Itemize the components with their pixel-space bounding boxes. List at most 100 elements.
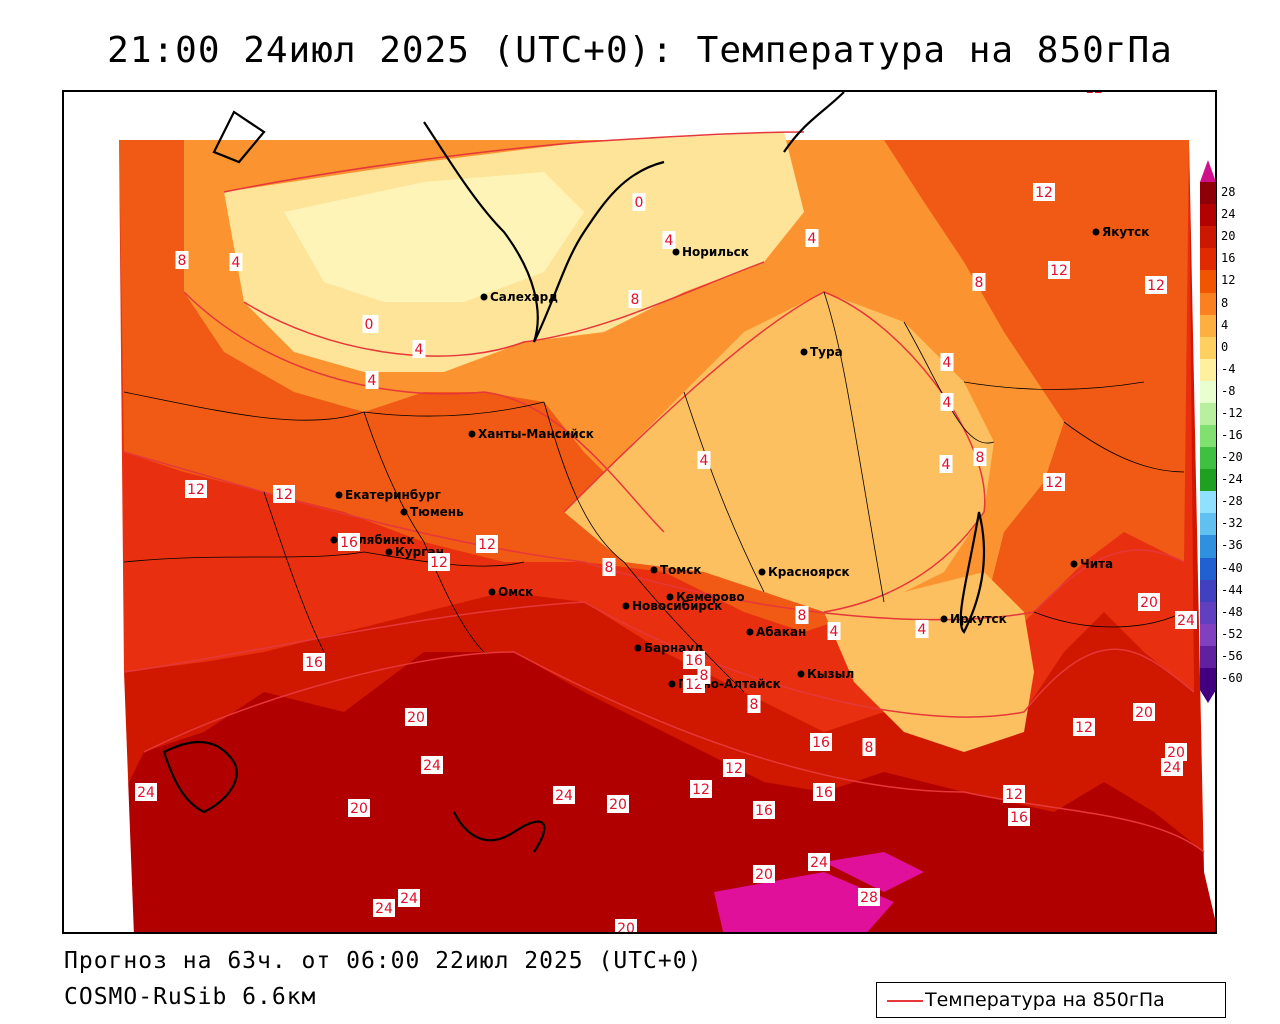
city-label: Норильск bbox=[682, 245, 749, 259]
isotherm-label-box bbox=[273, 485, 295, 503]
isotherm-label-box bbox=[972, 273, 986, 291]
isotherm-label-box bbox=[808, 853, 830, 871]
city-label: Чита bbox=[1080, 557, 1113, 571]
isotherm-label: 12 bbox=[478, 537, 496, 553]
coastlines bbox=[162, 92, 986, 853]
isotherm-label-box bbox=[858, 888, 880, 906]
isotherm-label-box bbox=[632, 193, 646, 211]
legend-line-swatch bbox=[887, 1000, 923, 1002]
city-marker bbox=[800, 348, 808, 356]
map-title: 21:00 24июл 2025 (UTC+0): Температура на… bbox=[107, 30, 1173, 71]
colorbar-segment bbox=[1200, 248, 1216, 271]
isotherm-label: 8 bbox=[178, 253, 187, 269]
isotherm-label-box bbox=[398, 889, 420, 907]
isotherm-label-box bbox=[1175, 611, 1197, 629]
isotherm-label-box bbox=[939, 455, 953, 473]
colorbar-segment bbox=[1200, 645, 1216, 669]
isotherm-label: 24 bbox=[423, 758, 441, 774]
isotherm-label: 8 bbox=[700, 668, 709, 684]
colorbar-tick-label: -36 bbox=[1221, 538, 1243, 553]
isotherm-label: 28 bbox=[860, 890, 878, 906]
city-label: Салехард bbox=[490, 290, 558, 304]
isotherm-label-box bbox=[753, 865, 775, 883]
colorbar-tick-label: -20 bbox=[1221, 450, 1243, 465]
colorbar-segment bbox=[1200, 402, 1216, 426]
isotherm-label: 4 bbox=[943, 395, 952, 411]
city-marker bbox=[940, 615, 948, 623]
isotherm-label: 4 bbox=[700, 453, 709, 469]
isotherm-label-box bbox=[1033, 183, 1055, 201]
isotherm-label-box bbox=[940, 353, 954, 371]
isotherm-label: 12 bbox=[1050, 263, 1068, 279]
temperature-colorbar bbox=[1200, 160, 1216, 703]
isotherm-label: 20 bbox=[617, 921, 635, 934]
colorbar-tick-label: 8 bbox=[1221, 295, 1229, 310]
isotherm-label-box bbox=[1073, 718, 1095, 736]
city-marker bbox=[335, 491, 343, 499]
isotherm-label: 4 bbox=[232, 255, 241, 271]
isotherm-label: 0 bbox=[365, 317, 374, 333]
isotherm-label: 12 bbox=[1147, 278, 1165, 294]
isotherm-label: 24 bbox=[400, 891, 418, 907]
colorbar-tick-label: 16 bbox=[1221, 251, 1236, 266]
city-marker bbox=[797, 670, 805, 678]
isotherm-label-box bbox=[662, 231, 676, 249]
isotherm-label-box bbox=[1161, 758, 1183, 776]
isotherm-label: 20 bbox=[1135, 705, 1153, 721]
isotherm-label-box bbox=[412, 340, 426, 358]
isotherm-label: 20 bbox=[609, 797, 627, 813]
city-marker bbox=[330, 536, 338, 544]
city-marker bbox=[622, 602, 630, 610]
isotherm-label: 24 bbox=[1177, 613, 1195, 629]
isotherm-label-box bbox=[1133, 703, 1155, 721]
isotherm-label-box bbox=[185, 480, 207, 498]
city-marker bbox=[746, 628, 754, 636]
isotherm-label: 24 bbox=[1163, 760, 1181, 776]
isotherm-label: 4 bbox=[808, 231, 817, 247]
isotherm-label-box bbox=[690, 780, 712, 798]
isotherm-label: 12 bbox=[1045, 475, 1063, 491]
isotherm-label: 16 bbox=[305, 655, 323, 671]
city-label: Тура bbox=[810, 345, 843, 359]
isotherm-label: 12 bbox=[692, 782, 710, 798]
isotherm-label-box bbox=[747, 695, 761, 713]
city-marker bbox=[400, 508, 408, 516]
colorbar-tick-label: -44 bbox=[1221, 582, 1243, 597]
isotherm-label-box bbox=[1138, 593, 1160, 611]
city-marker bbox=[672, 248, 680, 256]
temp-zone-28b bbox=[824, 852, 924, 892]
isotherm-label-box bbox=[405, 708, 427, 726]
colorbar-tick-label: 4 bbox=[1221, 317, 1229, 332]
isotherm-label: 16 bbox=[815, 785, 833, 801]
colorbar-tick-label: 12 bbox=[1221, 273, 1236, 288]
colorbar-tick-label: 28 bbox=[1221, 185, 1236, 200]
isotherm-label-box bbox=[753, 801, 775, 819]
isotherm-label-box bbox=[421, 756, 443, 774]
isotherm-label: 8 bbox=[865, 740, 874, 756]
isotherm-label: 24 bbox=[375, 901, 393, 917]
isotherm-label: 8 bbox=[975, 275, 984, 291]
isotherm-label-box bbox=[1145, 276, 1167, 294]
legend: Температура на 850гПа bbox=[876, 982, 1226, 1018]
city-label: Омск bbox=[498, 585, 533, 599]
isotherm-label: 12 bbox=[187, 482, 205, 498]
isotherm-label: 8 bbox=[631, 292, 640, 308]
colorbar-tick-label: 0 bbox=[1221, 339, 1229, 354]
isotherm-label-box bbox=[683, 651, 705, 669]
isotherm-label-box bbox=[940, 393, 954, 411]
isotherm-label: 12 bbox=[725, 761, 743, 777]
city-label: Екатеринбург bbox=[345, 488, 441, 502]
city-marker bbox=[650, 566, 658, 574]
isotherm-label-layer: 1212121284440044884441212121216121616202… bbox=[135, 92, 1197, 934]
colorbar-tick-label: -16 bbox=[1221, 428, 1243, 443]
isotherm-label: 24 bbox=[137, 785, 155, 801]
colorbar-tick-label: -52 bbox=[1221, 626, 1243, 641]
colorbar-segment bbox=[1200, 314, 1216, 338]
city-layer: Норильск Салехард Тура Ханты-Мансийск Екатер… bbox=[330, 225, 1149, 691]
isotherm-label: 4 bbox=[830, 624, 839, 640]
city-marker bbox=[1070, 560, 1078, 568]
isotherm-label: 4 bbox=[942, 457, 951, 473]
isotherm-label: 12 bbox=[430, 555, 448, 571]
isotherm-label: 4 bbox=[415, 342, 424, 358]
isotherm-label: 4 bbox=[665, 233, 674, 249]
